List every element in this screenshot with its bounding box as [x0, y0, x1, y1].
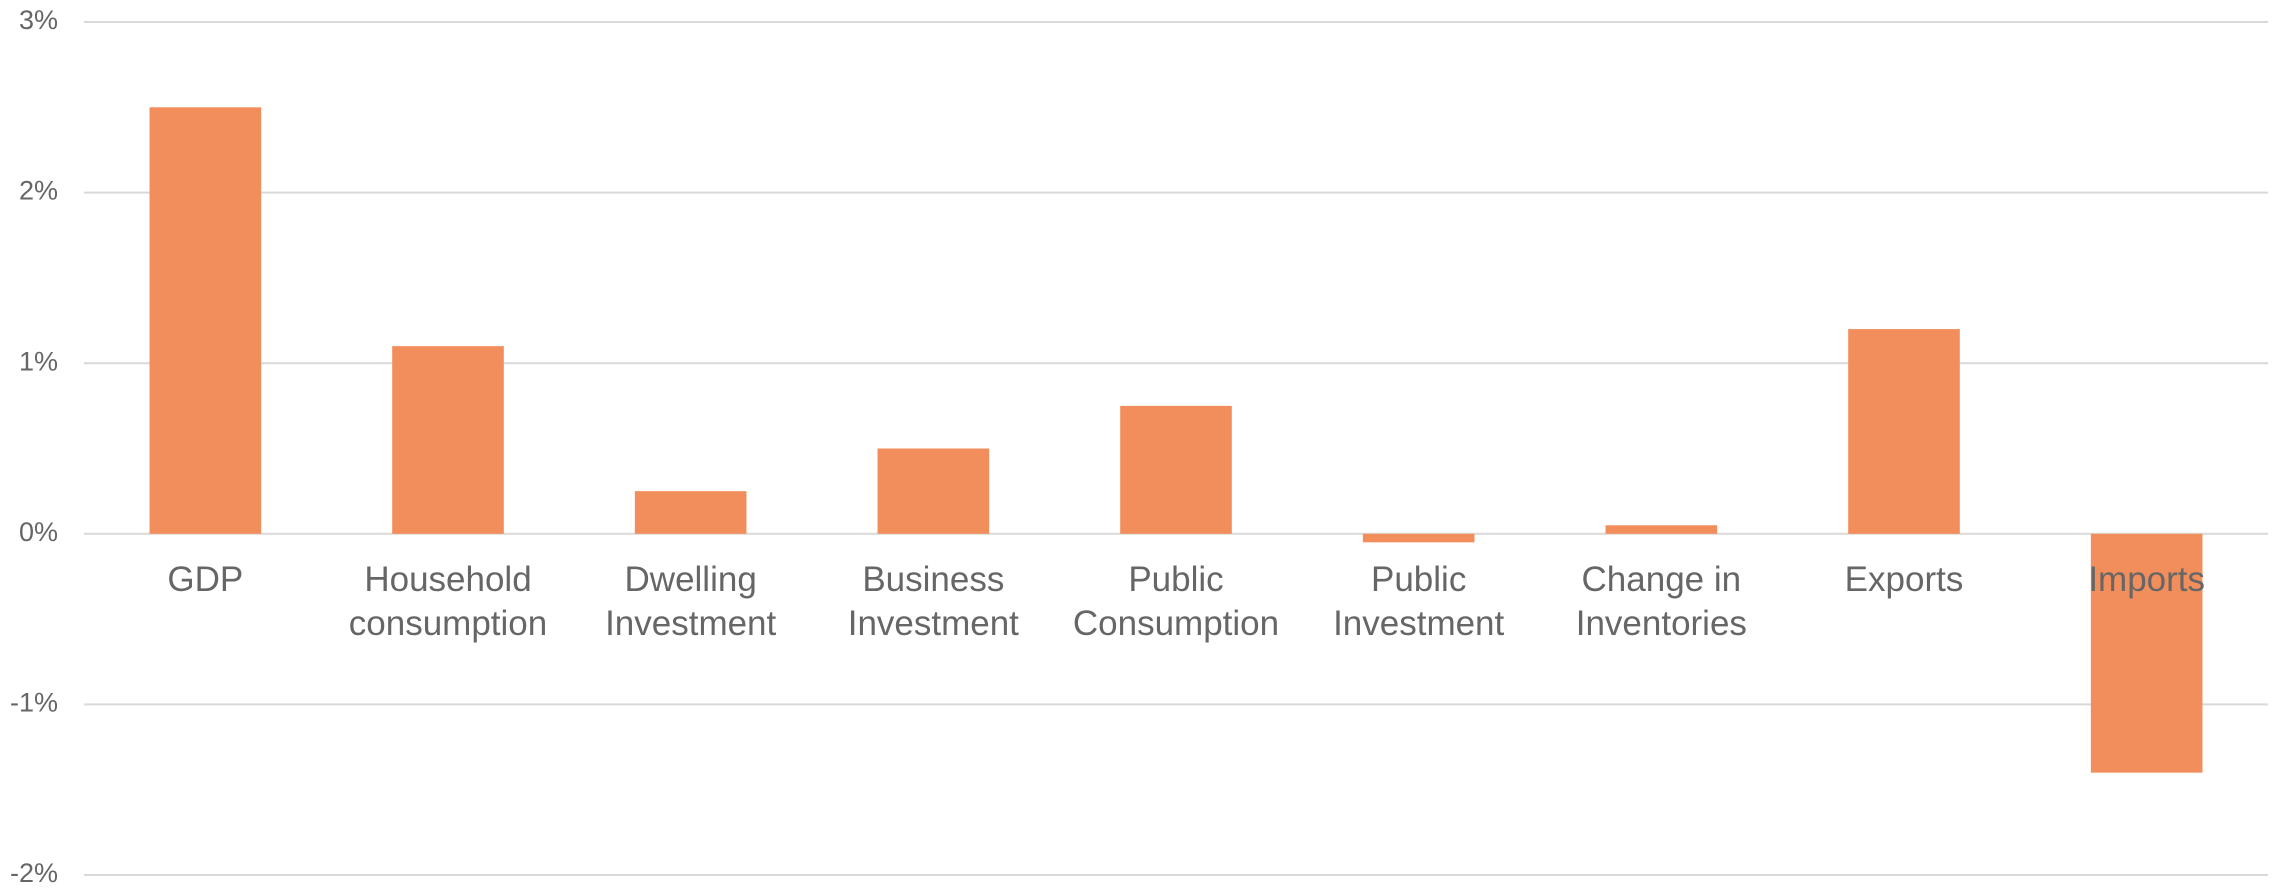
x-tick-label: Exports	[1845, 560, 1964, 599]
x-tick-line: consumption	[349, 604, 547, 643]
x-tick-line: Consumption	[1073, 604, 1279, 643]
bar	[392, 346, 504, 534]
bar	[2090, 533, 2203, 773]
x-tick-line: Investment	[605, 604, 776, 643]
y-tick-label: 0%	[19, 517, 58, 547]
x-tick-line: Public	[1371, 560, 1466, 599]
y-tick-label: -1%	[10, 688, 58, 718]
y-tick-label: 2%	[19, 176, 58, 206]
x-tick-line: GDP	[167, 560, 243, 599]
x-tick-label: Business Investment	[848, 560, 1019, 643]
x-tick-line: Household	[364, 560, 531, 599]
x-tick-line: Imports	[2088, 560, 2205, 599]
x-tick-label: Dwelling Investment	[605, 560, 776, 643]
y-tick-label: -2%	[10, 858, 58, 888]
bar	[1362, 533, 1475, 543]
x-tick-label: Public Consumption	[1073, 560, 1279, 643]
bar	[634, 491, 747, 534]
x-tick-label: Household consumption	[349, 560, 547, 643]
y-tick-label: 3%	[19, 5, 58, 35]
x-tick-label: Imports	[2088, 560, 2205, 599]
y-tick-label: 1%	[19, 346, 58, 376]
x-tick-line: Public	[1128, 560, 1223, 599]
bar	[1120, 405, 1232, 534]
x-tick-line: Investment	[848, 604, 1019, 643]
x-tick-label: GDP	[167, 560, 243, 599]
x-tick-line: Exports	[1845, 560, 1964, 599]
x-tick-label: Change in Inventories	[1576, 560, 1747, 643]
bar	[149, 107, 262, 534]
x-tick-line: Dwelling	[625, 560, 757, 599]
x-tick-label: Public Investment	[1333, 560, 1504, 643]
bar	[877, 448, 990, 534]
x-tick-line: Change in	[1582, 560, 1742, 599]
x-tick-line: Inventories	[1576, 604, 1747, 643]
bar	[1605, 525, 1718, 534]
x-tick-line: Business	[862, 560, 1004, 599]
x-tick-line: Investment	[1333, 604, 1504, 643]
bar	[1848, 329, 1960, 534]
